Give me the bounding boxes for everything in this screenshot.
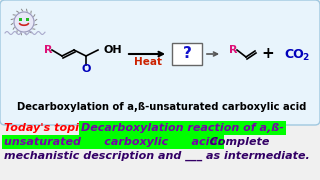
- Text: mechanistic description and ___ as intermediate.: mechanistic description and ___ as inter…: [4, 151, 310, 161]
- Text: 2: 2: [302, 53, 308, 62]
- Text: unsaturated      carboxylic      acid:: unsaturated carboxylic acid:: [4, 137, 222, 147]
- Text: CO: CO: [284, 48, 304, 60]
- Text: +: +: [262, 46, 274, 62]
- Text: R: R: [229, 45, 237, 55]
- FancyBboxPatch shape: [26, 17, 29, 21]
- Text: ?: ?: [183, 46, 191, 62]
- Text: Complete: Complete: [202, 137, 269, 147]
- FancyBboxPatch shape: [172, 43, 202, 65]
- Text: Decarboxylation of a,ß-unsaturated carboxylic acid: Decarboxylation of a,ß-unsaturated carbo…: [17, 102, 307, 112]
- Circle shape: [14, 12, 34, 32]
- Text: Decarboxylation reaction of a,ß-: Decarboxylation reaction of a,ß-: [81, 123, 284, 133]
- Text: Heat: Heat: [134, 57, 162, 67]
- FancyBboxPatch shape: [0, 0, 320, 125]
- FancyBboxPatch shape: [19, 17, 22, 21]
- Text: R: R: [44, 45, 52, 55]
- Text: Today's topic:: Today's topic:: [4, 123, 94, 133]
- Text: O: O: [81, 64, 91, 74]
- Text: OH: OH: [104, 45, 123, 55]
